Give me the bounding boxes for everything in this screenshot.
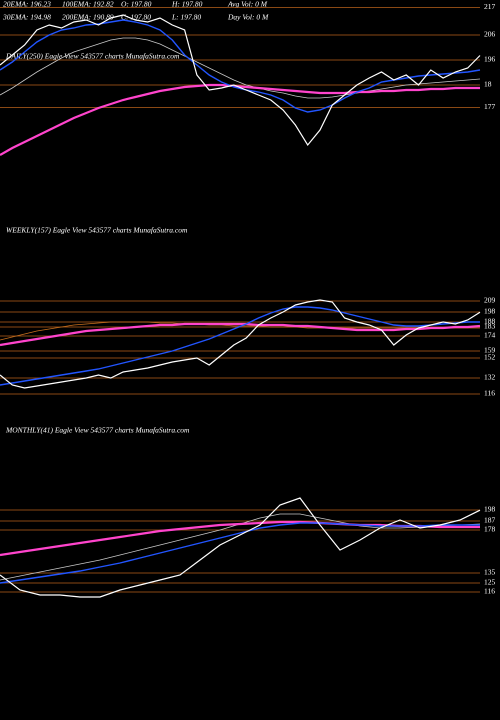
y-tick-label: 116 [484, 587, 495, 596]
y-tick-label: 174 [484, 331, 496, 340]
series-line [0, 299, 481, 389]
series-line [0, 83, 480, 156]
y-tick-label: 18 [484, 80, 492, 89]
y-tick-label: 217 [484, 2, 496, 11]
series-line [0, 522, 480, 584]
y-tick-label: 159 [484, 346, 496, 355]
series-line [0, 322, 481, 347]
panel-title: MONTHLY(41) Eagle View 543577 charts Mun… [5, 426, 190, 435]
header-stat: 30EMA: 194.98 [2, 13, 51, 22]
header-stat: L: 197.80 [171, 13, 201, 22]
y-tick-label: 196 [484, 55, 496, 64]
y-tick-label: 152 [484, 353, 496, 362]
header-stat: 200EMA: 190.89 [62, 13, 114, 22]
y-tick-label: 183 [484, 322, 496, 331]
y-tick-label: 125 [484, 578, 496, 587]
y-tick-label: 198 [484, 505, 496, 514]
y-tick-label: 116 [484, 389, 495, 398]
series-line [0, 19, 481, 113]
series-line [0, 497, 481, 598]
header-stat: H: 197.80 [171, 0, 203, 9]
series-line [0, 37, 481, 99]
header-stat: O: 197.80 [121, 0, 152, 9]
header-stat: Avg Vol: 0 M [227, 0, 268, 9]
header-stat: 100EMA: 192.82 [62, 0, 114, 9]
y-tick-label: 178 [484, 525, 496, 534]
y-tick-label: 188 [484, 317, 496, 326]
series-line [0, 14, 481, 147]
panel-title: WEEKLY(157) Eagle View 543577 charts Mun… [6, 226, 188, 235]
y-tick-label: 198 [484, 307, 496, 316]
y-tick-label: 132 [484, 373, 496, 382]
header-stat: Day Vol: 0 M [227, 13, 269, 22]
header-stat: 20EMA: 196.23 [3, 0, 51, 9]
y-tick-label: 187 [484, 516, 496, 525]
header-stat: C: 197.80 [121, 13, 151, 22]
y-tick-label: 135 [484, 568, 496, 577]
y-tick-label: 177 [484, 102, 496, 111]
series-line [0, 306, 480, 386]
y-tick-label: 206 [484, 30, 496, 39]
y-tick-label: 209 [484, 296, 496, 305]
panel-title: DAILY(250) Eagle View 543577 charts Muna… [5, 52, 180, 61]
